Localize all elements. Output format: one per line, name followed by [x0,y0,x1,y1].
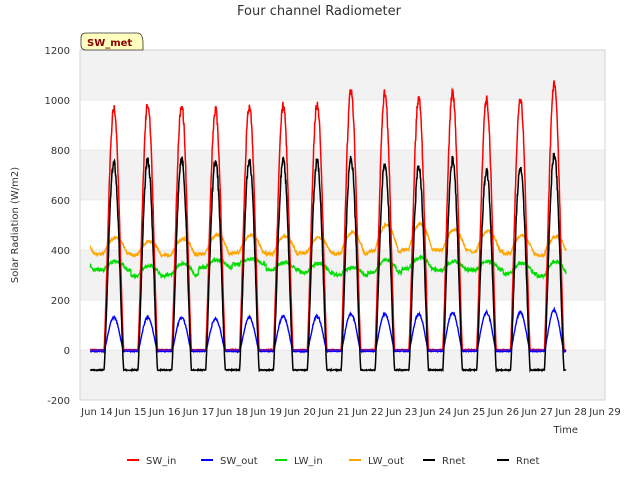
series-line-sw-out [89,306,567,354]
y-tick-label: 1200 [45,46,70,57]
y-tick-label: 400 [51,246,70,257]
plot-band [80,150,605,200]
series-line-rnet [89,152,567,373]
x-tick-label: Jun 27 [520,407,553,418]
x-axis-ticks: Jun 14 Jun 15 Jun 16 Jun 17 Jun 18 Jun 19 Jun … [80,407,621,418]
legend-label: Rnet [516,456,539,467]
x-axis-label: Time [553,425,578,436]
x-tick-label: Jun 25 [453,407,486,418]
x-tick-label: Jun 21 [317,407,350,418]
legend-label: SW_out [220,456,258,467]
legend-label: LW_out [368,456,404,467]
legend: SW_in SW_out LW_in LW_out Rnet Rnet [127,456,539,467]
y-tick-label: 800 [51,146,70,157]
badge-box [80,32,144,51]
x-tick-label: Jun 16 [148,407,181,418]
sw-met-badge: SW_met [80,32,144,51]
x-tick-label: Jun 18 [216,407,249,418]
x-tick-label: Jun 17 [182,407,215,418]
y-tick-label: -200 [47,396,70,407]
chart-title: Four channel Radiometer [237,4,402,19]
x-tick-label: Jun 20 [283,407,316,418]
x-tick-label: Jun 26 [487,407,520,418]
x-tick-label: Jun 28 [554,407,587,418]
plot-band [80,50,605,100]
legend-label: LW_in [294,456,323,467]
x-tick-label: Jun 24 [419,407,452,418]
x-tick-label: Jun 15 [114,407,147,418]
series-line-lw-in [89,254,567,281]
plot-frame [79,49,606,401]
y-tick-label: 0 [64,346,70,357]
y-tick-label: 1000 [45,96,70,107]
series-line-lw-out [89,220,567,259]
series-layer [89,80,567,373]
badge-label: SW_met [87,38,132,49]
x-tick-label: Jun 14 [80,407,113,418]
y-axis-ticks: -200 0 200 400 600 800 1000 1200 [45,46,70,407]
legend-label: Rnet [442,456,465,467]
x-tick-label: Jun 23 [385,407,418,418]
legend-label: SW_in [146,456,176,467]
x-tick-label: Jun 19 [250,407,283,418]
y-tick-label: 200 [51,296,70,307]
x-tick-label: Jun 22 [351,407,384,418]
y-axis-label: Solar Radiation (W/m2) [10,167,21,283]
y-tick-label: 600 [51,196,70,207]
x-tick-label: Jun 29 [588,407,621,418]
series-line-sw-in [89,80,567,354]
